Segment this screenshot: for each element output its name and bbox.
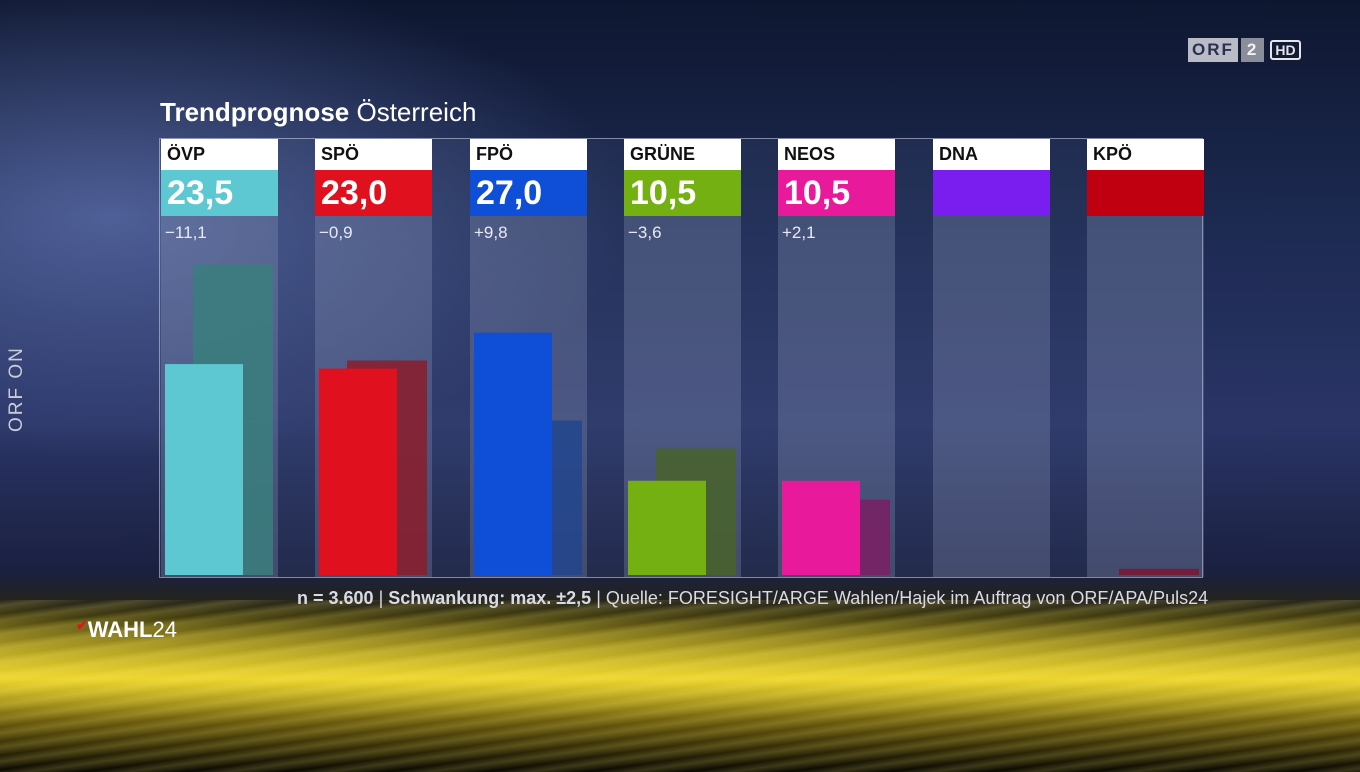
party-name-label: GRÜNE [624, 139, 741, 170]
party-change-label: −0,9 [319, 223, 353, 242]
wahl-number: 24 [152, 617, 177, 642]
sample-size: n = 3.600 [297, 588, 374, 608]
chart-title-bold: Trendprognose [160, 97, 350, 127]
party-value-label [1087, 170, 1204, 216]
orf-on-side-label: ORF ON [6, 346, 27, 432]
party-column-kpoe: KPÖ [1087, 139, 1204, 577]
source-note: Quelle: FORESIGHT/ARGE Wahlen/Hajek im A… [605, 588, 1209, 608]
wahl24-logo: ✔WAHL24 [76, 617, 177, 643]
party-change-label: −3,6 [628, 223, 662, 242]
footer-separator: | [373, 588, 389, 608]
footer-separator: | [591, 588, 606, 608]
wahl-word: WAHL [87, 617, 153, 642]
party-name-label: FPÖ [470, 139, 587, 170]
party-name-label: KPÖ [1087, 139, 1204, 170]
hd-badge: HD [1270, 40, 1301, 60]
party-name-label: SPÖ [315, 139, 432, 170]
chart-footer: n = 3.600 | Schwankung: max. ±2,5 | Quel… [297, 588, 1208, 609]
party-change-label: +9,8 [474, 223, 508, 242]
party-value-label: 23,5 [161, 170, 278, 216]
orf-logo-number: 2 [1240, 38, 1265, 62]
chart-title-rest: Österreich [356, 97, 477, 127]
party-value-label [933, 170, 1050, 216]
party-change-label: +2,1 [782, 223, 816, 242]
party-name-label: ÖVP [161, 139, 278, 170]
party-value-label: 23,0 [315, 170, 432, 216]
orf-logo-text: ORF [1188, 38, 1238, 62]
background-streaks [0, 600, 1360, 772]
party-column-fpoe: FPÖ 27,0 +9,8 [470, 139, 587, 577]
party-name-label: DNA [933, 139, 1050, 170]
party-column-gruene: GRÜNE 10,5 −3,6 [624, 139, 741, 577]
party-column-spoe: SPÖ 23,0 −0,9 [315, 139, 432, 577]
party-value-label: 10,5 [778, 170, 895, 216]
party-column-neos: NEOS 10,5 +2,1 [778, 139, 895, 577]
party-column-oevp: ÖVP 23,5 −11,1 [161, 139, 278, 577]
party-value-label: 27,0 [470, 170, 587, 216]
margin-of-error: Schwankung: max. ±2,5 [388, 588, 592, 608]
party-name-label: NEOS [778, 139, 895, 170]
party-change-label: −11,1 [165, 223, 207, 242]
orf2-hd-logo: ORF 2 HD [1188, 38, 1301, 62]
chart-title: Trendprognose Österreich [160, 97, 476, 128]
wahl-tick-icon: ✔ [76, 617, 88, 633]
party-value-label: 10,5 [624, 170, 741, 216]
party-column-dna: DNA [933, 139, 1050, 577]
